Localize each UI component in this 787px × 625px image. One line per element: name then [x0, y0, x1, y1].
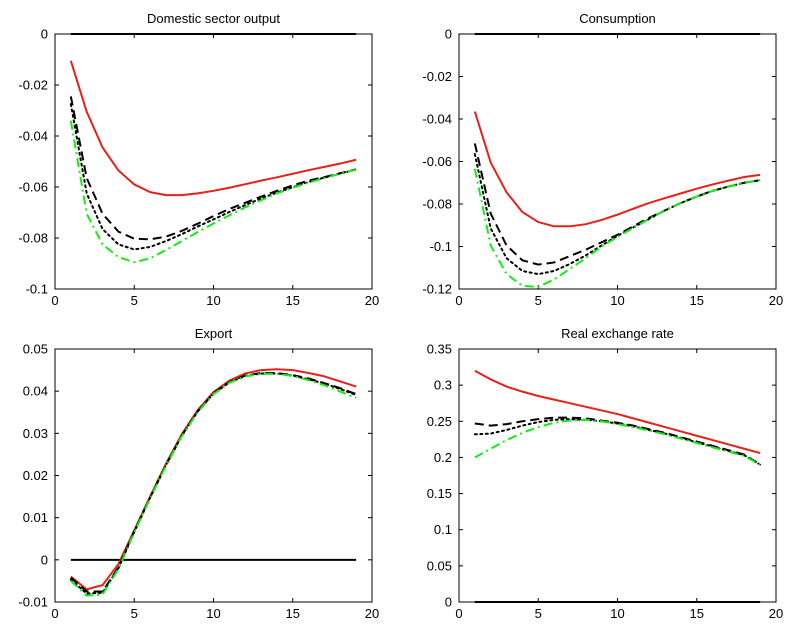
y-tick-label: 0.15 — [427, 486, 452, 501]
y-tick-label: -0.08 — [422, 197, 452, 212]
x-tick-label: 5 — [131, 606, 138, 621]
y-tick-label: 0.04 — [23, 384, 48, 399]
panel-real-exchange-rate: Real exchange rate 0 5 10 15 20 0.35 0.3 0.25 0.2… — [427, 326, 784, 621]
y-tick-label: -0.06 — [422, 154, 452, 169]
panel-domestic-sector-output: Domestic sector output 0 5 10 15 20 0 -0.02 -0.0… — [18, 11, 379, 308]
y-tick-label: 0 — [445, 27, 452, 42]
y-tick-label: 0 — [41, 27, 48, 42]
y-tick-label: -0.1 — [26, 282, 48, 297]
series-line-2 — [474, 369, 761, 455]
y-tick-label: 0.1 — [434, 522, 452, 537]
chart-title: Consumption — [579, 11, 656, 26]
x-tick-label: 20 — [365, 293, 379, 308]
y-tick-label: 0.05 — [23, 342, 48, 357]
x-tick-label: 0 — [455, 606, 462, 621]
series-line-2 — [473, 111, 761, 228]
series-line-5 — [69, 120, 357, 264]
x-tick-label: 10 — [610, 606, 624, 621]
x-tick-label: 15 — [690, 606, 704, 621]
y-tick-label: 0.25 — [427, 414, 452, 429]
y-tick-label: -0.02 — [18, 78, 48, 93]
y-tick-label: -0.01 — [18, 595, 48, 610]
x-tick-label: 15 — [690, 293, 704, 308]
y-tick-label: -0.04 — [18, 129, 48, 144]
y-tick-label: -0.08 — [18, 231, 48, 246]
x-tick-label: 20 — [769, 606, 783, 621]
y-tick-label: -0.04 — [422, 112, 452, 127]
x-tick-label: 5 — [535, 293, 542, 308]
y-tick-label: 0 — [41, 552, 48, 567]
series-line-3 — [70, 372, 357, 593]
chart-title: Real exchange rate — [561, 326, 674, 341]
series-line-4 — [69, 103, 358, 251]
y-tick-label: 0 — [445, 595, 452, 610]
x-tick-label: 0 — [51, 293, 58, 308]
x-tick-label: 15 — [286, 293, 300, 308]
x-tick-label: 0 — [455, 293, 462, 308]
series-line-2 — [70, 368, 357, 591]
y-tick-label: -0.1 — [430, 239, 452, 254]
panel-consumption: Consumption 0 5 10 15 20 0 -0.02 -0.04 -0.06 -0.08… — [422, 11, 783, 308]
series-line-2 — [69, 60, 357, 197]
y-tick-label: 0.05 — [427, 558, 452, 573]
x-tick-label: 10 — [206, 606, 220, 621]
series-line-3 — [473, 143, 761, 266]
y-tick-label: 0.02 — [23, 468, 48, 483]
x-tick-label: 10 — [206, 293, 220, 308]
y-tick-label: 0.35 — [427, 342, 452, 357]
y-tick-label: -0.02 — [422, 69, 452, 84]
y-tick-label: 0.3 — [434, 378, 452, 393]
x-tick-label: 20 — [365, 606, 379, 621]
y-tick-label: -0.06 — [18, 180, 48, 195]
x-tick-label: 10 — [610, 293, 624, 308]
series-line-5 — [474, 418, 761, 466]
chart-title: Export — [195, 326, 233, 341]
y-tick-label: 0.01 — [23, 510, 48, 525]
x-tick-label: 15 — [286, 606, 300, 621]
y-tick-label: 0.03 — [23, 426, 48, 441]
y-tick-label: 0.2 — [434, 450, 452, 465]
x-tick-label: 20 — [769, 293, 783, 308]
y-tick-label: -0.12 — [422, 282, 452, 297]
x-tick-label: 5 — [131, 293, 138, 308]
series-line-5 — [473, 168, 761, 288]
x-tick-label: 5 — [535, 606, 542, 621]
series-line-5 — [70, 372, 357, 597]
series-line-3 — [69, 96, 357, 241]
x-tick-label: 0 — [51, 606, 58, 621]
chart-title: Domestic sector output — [147, 11, 280, 26]
